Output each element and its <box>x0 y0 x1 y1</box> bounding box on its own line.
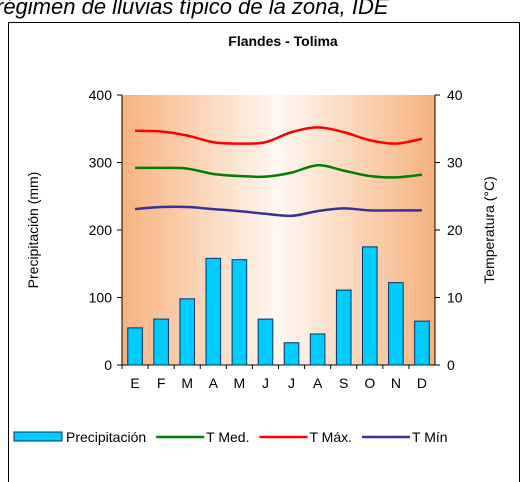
y-tick-label: 200 <box>89 222 113 238</box>
y-tick-label: 400 <box>89 87 113 103</box>
bar <box>205 257 222 366</box>
y2-tick-label: 40 <box>447 87 463 103</box>
x-tick-label: F <box>157 375 166 391</box>
bar <box>127 327 143 366</box>
caption: régimen de lluvias típico de la zona, ID… <box>0 0 389 19</box>
x-tick-label: N <box>391 375 401 391</box>
y-tick-label: 300 <box>89 155 113 171</box>
bar <box>388 282 404 366</box>
bar <box>335 289 352 366</box>
bar <box>361 246 378 366</box>
line <box>135 126 423 145</box>
legend-label: T Mín <box>412 429 448 445</box>
line <box>135 163 423 179</box>
y2-tick-label: 10 <box>447 290 463 306</box>
y-tick-label: 100 <box>89 290 113 306</box>
chart-title: Flandes - Tolima <box>228 33 338 49</box>
y2-tick-label: 0 <box>447 357 455 373</box>
legend-label: T Máx. <box>309 429 352 445</box>
bar <box>231 259 248 366</box>
x-tick-label: O <box>364 375 375 391</box>
y2-tick-label: 30 <box>447 155 463 171</box>
y-tick-label: 0 <box>104 357 112 373</box>
bar <box>257 318 274 366</box>
x-tick-label: A <box>209 375 219 391</box>
bar <box>153 318 169 366</box>
legend-swatch <box>13 431 63 442</box>
x-tick-label: A <box>313 375 323 391</box>
y-axis-label: Precipitación (mm) <box>25 172 41 289</box>
bar <box>309 333 326 366</box>
bar <box>414 320 430 366</box>
x-tick-label: D <box>417 375 427 391</box>
x-tick-label: M <box>181 375 193 391</box>
line <box>134 205 422 218</box>
x-tick-label: J <box>288 375 295 391</box>
x-tick-label: S <box>339 375 348 391</box>
legend-label: T Med. <box>206 429 249 445</box>
legend-label: Precipitación <box>66 429 146 445</box>
x-tick-label: E <box>130 375 139 391</box>
bar <box>179 298 196 366</box>
y2-tick-label: 20 <box>447 222 463 238</box>
x-tick-label: J <box>262 375 269 391</box>
plot-background <box>122 95 435 365</box>
x-tick-label: M <box>234 375 246 391</box>
bar <box>283 342 300 366</box>
y2-axis-label: Temperatura (°C) <box>481 176 497 284</box>
